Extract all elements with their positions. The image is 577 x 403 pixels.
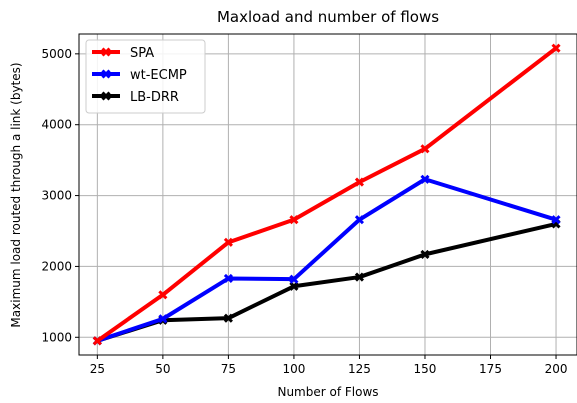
data-point-wt-ecmp bbox=[354, 215, 365, 225]
data-point-lb-drr bbox=[354, 272, 365, 282]
x-tick-label: 75 bbox=[221, 362, 236, 376]
ticks: 25 50 75 100 125 150 175 200 1000 2000 3000 4000 500… bbox=[41, 47, 567, 376]
legend-label: LB-DRR bbox=[130, 90, 179, 105]
y-tick-label: 1000 bbox=[41, 330, 72, 344]
x-tick-label: 125 bbox=[348, 362, 371, 376]
x-tick-label: 25 bbox=[90, 362, 105, 376]
data-point-wt-ecmp bbox=[289, 274, 299, 284]
plot-frame bbox=[78, 33, 577, 356]
x-axis-label: Number of Flows bbox=[277, 385, 378, 399]
x-tick-label: 200 bbox=[545, 362, 568, 376]
legend-entry-wt-ecmp: wt-ECMP bbox=[92, 68, 187, 83]
data-point-spa bbox=[289, 215, 299, 225]
legend: SPA wt-ECMP LB-DRR bbox=[85, 39, 206, 114]
legend-marker bbox=[101, 91, 111, 101]
data-point-lb-drr bbox=[223, 313, 233, 323]
legend-entry-lb-drr: LB-DRR bbox=[92, 90, 179, 105]
legend-label: wt-ECMP bbox=[130, 68, 187, 83]
data-point-spa bbox=[92, 336, 102, 346]
data-point-wt-ecmp bbox=[420, 174, 430, 184]
data-point-lb-drr bbox=[420, 249, 430, 259]
data-point-spa bbox=[158, 290, 168, 300]
series-spa bbox=[92, 43, 561, 346]
data-point-spa bbox=[223, 237, 233, 247]
data-point-spa bbox=[354, 177, 365, 187]
series-layer bbox=[92, 43, 561, 346]
x-tick-label: 150 bbox=[414, 362, 437, 376]
data-point-spa bbox=[551, 43, 561, 53]
x-tick-label: 50 bbox=[155, 362, 170, 376]
x-tick-label: 100 bbox=[282, 362, 305, 376]
legend-marker bbox=[101, 47, 111, 57]
data-point-spa bbox=[420, 144, 430, 154]
y-tick-label: 3000 bbox=[41, 189, 72, 203]
y-tick-label: 4000 bbox=[41, 118, 72, 132]
legend-marker bbox=[101, 69, 111, 79]
chart-title: Maxload and number of flows bbox=[217, 8, 439, 26]
y-tick-label: 5000 bbox=[41, 47, 72, 61]
legend-entry-spa: SPA bbox=[92, 46, 154, 61]
y-axis-label: Maximum load routed through a link (byte… bbox=[9, 62, 23, 327]
x-tick-label: 175 bbox=[479, 362, 502, 376]
data-point-wt-ecmp bbox=[158, 314, 168, 324]
grid bbox=[79, 34, 577, 355]
legend-label: SPA bbox=[130, 46, 154, 61]
data-point-wt-ecmp bbox=[551, 215, 561, 225]
data-point-wt-ecmp bbox=[223, 273, 233, 284]
series-lb-drr bbox=[92, 219, 561, 346]
y-tick-label: 2000 bbox=[41, 259, 72, 273]
data-point-lb-drr bbox=[289, 281, 299, 291]
